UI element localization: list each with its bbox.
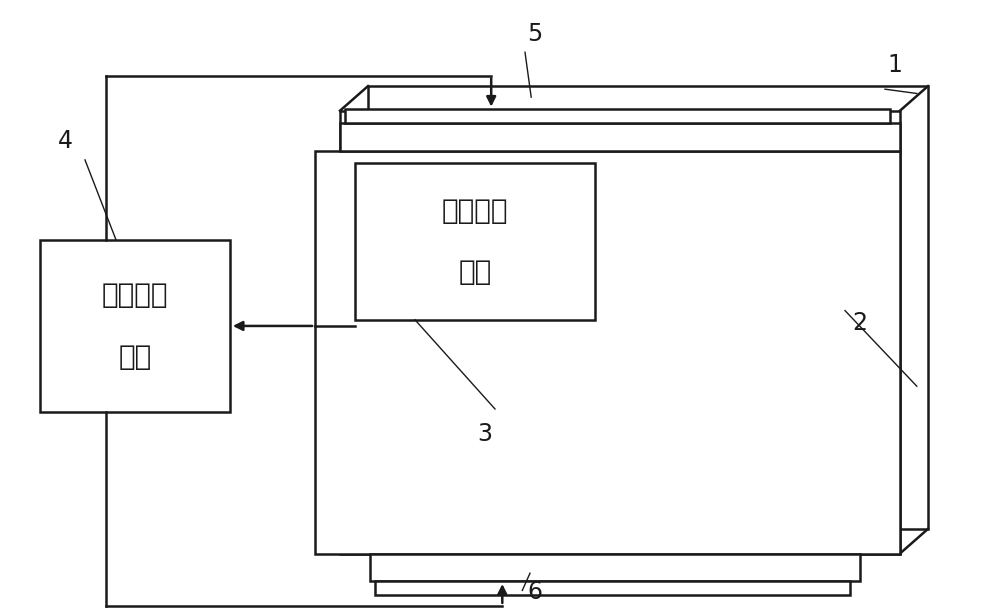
Text: 6: 6: [528, 579, 542, 604]
Text: 3: 3: [478, 421, 492, 446]
Text: 模块: 模块: [458, 258, 492, 286]
Text: 温度监测: 温度监测: [442, 197, 508, 224]
Bar: [315, 151, 900, 554]
Text: 5: 5: [527, 22, 543, 46]
Text: 温度控制: 温度控制: [102, 281, 168, 309]
Bar: [370, 554, 860, 581]
Bar: [340, 123, 900, 151]
Bar: [355, 163, 595, 320]
Bar: [340, 111, 900, 554]
Text: 模块: 模块: [118, 343, 152, 371]
Text: 2: 2: [852, 311, 868, 335]
Bar: [345, 109, 890, 123]
Bar: [368, 86, 928, 529]
Bar: [375, 581, 850, 595]
Bar: [40, 240, 230, 412]
Text: 4: 4: [58, 129, 72, 154]
Text: 1: 1: [888, 52, 902, 77]
